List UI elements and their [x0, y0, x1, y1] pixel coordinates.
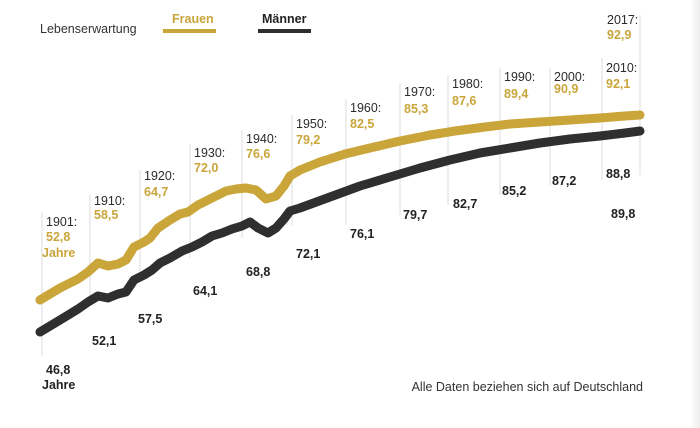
year-label-1950: 1950:	[296, 117, 327, 131]
value-label-maenner-1980: 82,7	[453, 197, 477, 211]
year-label-1940: 1940:	[246, 132, 277, 146]
value-label-maenner-1910: 52,1	[92, 334, 116, 348]
value-label-frauen-1990: 89,4	[504, 87, 528, 101]
year-label-1930: 1930:	[194, 146, 225, 160]
value-label-frauen-1910: 58,5	[94, 208, 118, 222]
year-label-2000: 2000:	[554, 70, 585, 84]
year-label-1990: 1990:	[504, 70, 535, 84]
value-label-frauen-1920: 64,7	[144, 185, 168, 199]
value-label-maenner-1960: 76,1	[350, 227, 374, 241]
year-label-1901: 1901:	[46, 215, 77, 229]
value-label-frauen-2000: 90,9	[554, 82, 578, 96]
value-label-maenner-1940: 68,8	[246, 265, 270, 279]
value-label-maenner-2010: 88,8	[606, 167, 630, 181]
legend-label-frauen: Frauen	[172, 12, 214, 26]
series-lines	[35, 110, 645, 337]
footnote: Alle Daten beziehen sich auf Deutschland	[412, 380, 643, 394]
value-label-frauen-1970: 85,3	[404, 102, 428, 116]
value-label-frauen-1960: 82,5	[350, 117, 374, 131]
data-labels: 1901:52,8 46,8 1910:58,5 52,1 1920: 64,7 57,5 1…	[42, 13, 638, 392]
page-edge-shadow	[690, 0, 700, 428]
value-label-maenner-2017: 89,8	[611, 207, 635, 221]
value-label-frauen-1930: 72,0	[194, 161, 218, 175]
value-label-maenner-1950: 72,1	[296, 247, 320, 261]
value-label-frauen-1940: 76,6	[246, 147, 270, 161]
value-label-maenner-2000: 87,2	[552, 174, 576, 188]
series-line-frauen	[35, 110, 645, 305]
year-label-1910: 1910:	[94, 194, 125, 208]
unit-label-maenner: Jahre	[42, 378, 75, 392]
value-label-frauen-1980: 87,6	[452, 94, 476, 108]
series-line-maenner	[35, 126, 645, 337]
value-label-frauen-1950: 79,2	[296, 133, 320, 147]
year-label-1960: 1960:	[350, 101, 381, 115]
value-label-maenner-1901: 46,8	[46, 363, 70, 377]
value-label-maenner-1930: 64,1	[193, 284, 217, 298]
value-label-maenner-1970: 79,7	[403, 208, 427, 222]
year-label-1920: 1920:	[144, 169, 175, 183]
value-label-frauen-1901: 52,8	[46, 230, 70, 244]
value-label-maenner-1920: 57,5	[138, 312, 162, 326]
year-marker-lines	[41, 15, 641, 356]
year-label-1980: 1980:	[452, 77, 483, 91]
value-label-frauen-2017: 92,9	[607, 28, 631, 42]
legend-title: Lebenserwartung	[40, 22, 137, 36]
legend-label-maenner: Männer	[262, 12, 307, 26]
value-label-frauen-2010: 92,1	[606, 77, 630, 91]
unit-label-frauen: Jahre	[42, 246, 75, 260]
year-label-2010: 2010:	[606, 61, 637, 75]
year-label-2017: 2017:	[607, 13, 638, 27]
legend: Lebenserwartung Frauen Männer	[40, 12, 311, 36]
value-label-maenner-1990: 85,2	[502, 184, 526, 198]
year-label-1970: 1970:	[404, 85, 435, 99]
